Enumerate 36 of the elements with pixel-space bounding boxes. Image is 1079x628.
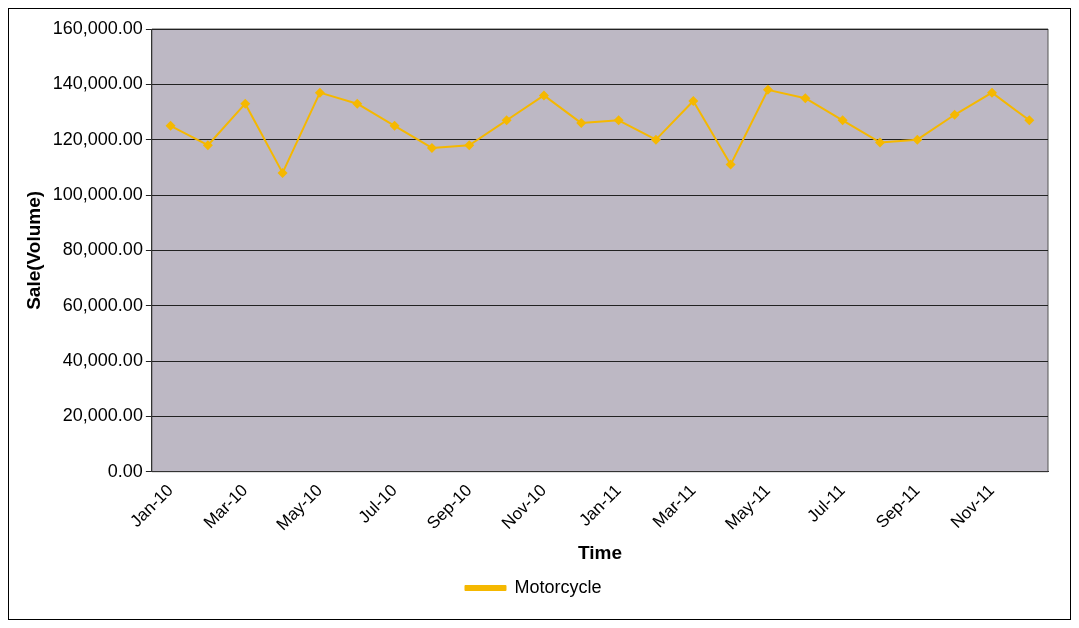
point bbox=[202, 140, 213, 151]
legend-label: Motorcycle bbox=[514, 576, 602, 597]
point bbox=[688, 95, 699, 106]
point bbox=[613, 115, 624, 126]
point bbox=[949, 109, 960, 120]
y-tick-label: 60,000.00 bbox=[62, 294, 143, 315]
point bbox=[389, 120, 400, 131]
y-tick-label: 0.00 bbox=[107, 460, 143, 481]
point bbox=[277, 167, 288, 178]
point bbox=[426, 142, 437, 153]
y-tick-label: 80,000.00 bbox=[62, 239, 143, 260]
point bbox=[576, 118, 587, 129]
point bbox=[352, 98, 363, 109]
point bbox=[725, 159, 736, 170]
point bbox=[650, 134, 661, 145]
point bbox=[464, 140, 475, 151]
y-axis-title: Sale(Volume) bbox=[22, 190, 44, 310]
point bbox=[240, 98, 251, 109]
x-axis-title: Time bbox=[577, 541, 622, 563]
point bbox=[538, 90, 549, 101]
y-tick-label: 100,000.00 bbox=[52, 183, 143, 204]
point bbox=[986, 87, 997, 98]
point bbox=[837, 115, 848, 126]
y-tick-label: 140,000.00 bbox=[52, 73, 143, 94]
point bbox=[165, 120, 176, 131]
y-tick-label: 160,000.00 bbox=[52, 17, 143, 38]
point bbox=[912, 134, 923, 145]
point bbox=[501, 115, 512, 126]
y-tick-label: 40,000.00 bbox=[62, 349, 143, 370]
point bbox=[314, 87, 325, 98]
y-tick-label: 120,000.00 bbox=[52, 128, 143, 149]
point bbox=[874, 137, 885, 148]
point bbox=[762, 84, 773, 95]
y-tick-label: 20,000.00 bbox=[62, 405, 143, 426]
point bbox=[800, 93, 811, 104]
point bbox=[1024, 115, 1035, 126]
